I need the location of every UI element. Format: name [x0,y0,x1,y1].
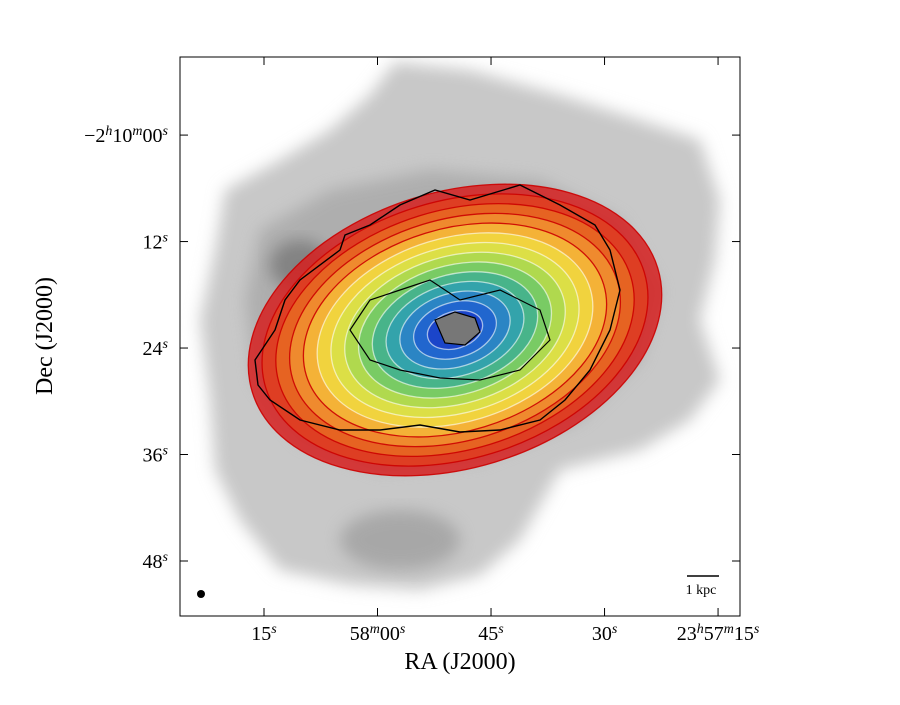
x-tick-label: 23h57m15s [677,622,760,646]
x-tick-label: 45s [478,622,504,646]
scale-bar-label: 1 kpc [686,583,717,598]
y-tick-label: 48s [143,549,169,573]
y-tick-label: 12s [143,230,169,254]
emission-contour [349,279,551,381]
gas-core [340,510,460,570]
x-tick-label: 58m00s [350,622,406,646]
x-tick-label: 15s [251,622,277,646]
y-tick-label: −2h10m00s [84,124,168,148]
image: 1 kpc [197,62,720,598]
y-axis-label: Dec (J2000) [32,277,58,395]
plot-frame [179,56,741,617]
x-axis-label: RA (J2000) [404,649,515,675]
x-tick-label: 30s [592,622,618,646]
y-tick-label: 36s [143,443,169,467]
beam [197,590,205,598]
y-tick-label: 24s [143,337,169,361]
emission-contour [254,184,621,433]
emission-contour [434,311,481,346]
axes: 15s 58m00s 45s 30s 23h57m15s −2h10m00s 12s 24s 3… [84,57,760,645]
